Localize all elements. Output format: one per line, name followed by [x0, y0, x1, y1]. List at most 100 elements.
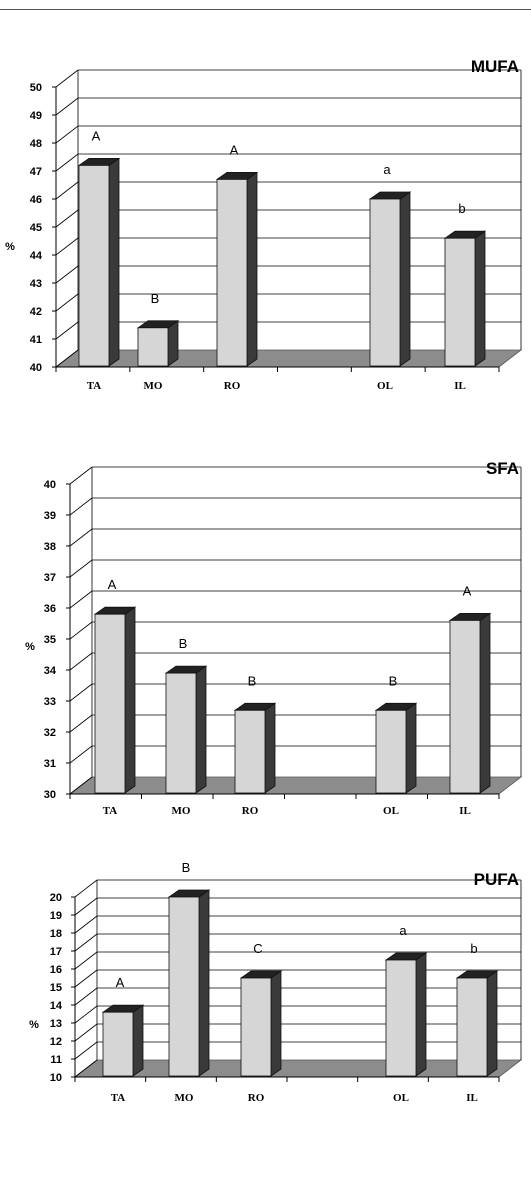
x-tick-label: TA: [111, 1092, 126, 1104]
gridline-side: [55, 153, 79, 172]
y-tick-label: 48: [30, 138, 42, 150]
bar-significance-label: A: [108, 577, 117, 592]
gridline-side: [69, 466, 93, 485]
bar-significance-label: A: [230, 142, 239, 157]
gridline-side: [74, 987, 98, 1006]
bar-side: [270, 970, 282, 1077]
y-tick-label: 20: [50, 892, 62, 904]
chart-title: MUFA: [471, 57, 519, 76]
bar: [449, 620, 481, 794]
bar-side: [399, 191, 411, 367]
y-tick-label: 17: [50, 946, 62, 958]
plot-area: 30 31 32 33 34 35 36 37 38 39 40 A B B B A TA MO RO OL IL: [44, 466, 523, 817]
y-tick-label: 47: [30, 166, 42, 178]
y-tick-label: 43: [30, 278, 42, 290]
y-tick-label: 41: [30, 334, 42, 346]
bar-significance-label: B: [179, 636, 188, 651]
y-tick-label: 40: [44, 479, 56, 491]
bar-side: [405, 702, 417, 794]
x-tick-label: TA: [103, 805, 118, 817]
gridline-side: [74, 897, 98, 916]
gridline-side: [74, 1005, 98, 1024]
bar-significance-label: a: [383, 162, 391, 177]
x-tick-label: RO: [242, 805, 259, 817]
y-tick-label: 37: [44, 572, 56, 584]
bar-side: [124, 606, 136, 794]
bar: [456, 977, 488, 1077]
y-tick-label: 44: [30, 250, 43, 262]
bar-significance-label: A: [463, 583, 472, 598]
gridline-side: [55, 293, 79, 312]
gridline-side: [55, 321, 79, 340]
y-tick-label: 46: [30, 194, 42, 206]
y-tick-label: 39: [44, 510, 56, 522]
bar-significance-label: a: [399, 923, 407, 938]
x-tick-label: MO: [172, 805, 191, 817]
gridline-side: [69, 497, 93, 516]
y-tick-label: 32: [44, 727, 56, 739]
gridline-side: [55, 349, 79, 368]
bar-side: [167, 320, 179, 367]
bar-side: [415, 952, 427, 1077]
gridline-side: [74, 933, 98, 952]
x-tick-label: RO: [248, 1092, 265, 1104]
plot-area: 10 11 12 13 14 15 16 17 18 19 20 A B Ca b TA MO RO OL IL: [50, 860, 523, 1104]
y-tick-label: 30: [44, 789, 56, 801]
bar-side: [195, 665, 207, 794]
y-tick-label: 45: [30, 222, 42, 234]
pufa-chart: PUFA % 10 11 12 13 14 15 16 17 18 19 20 A B Ca b TA MO RO…: [29, 860, 523, 1104]
y-tick-label: 10: [50, 1072, 62, 1084]
y-axis-label: %: [25, 641, 35, 653]
bar-side: [246, 171, 258, 367]
y-tick-label: 38: [44, 541, 56, 553]
gridline-side: [69, 528, 93, 547]
gridline-side: [69, 683, 93, 702]
y-tick-label: 36: [44, 603, 56, 615]
gridline-side: [74, 1023, 98, 1042]
bar: [369, 198, 401, 367]
bar-side: [479, 612, 491, 794]
x-tick-label: MO: [175, 1092, 194, 1104]
gridline-side: [55, 209, 79, 228]
gridline-side: [55, 265, 79, 284]
gridline-side: [69, 776, 93, 795]
bar: [385, 959, 417, 1077]
x-tick-label: OL: [393, 1092, 409, 1104]
gridline-side: [69, 590, 93, 609]
y-tick-label: 33: [44, 696, 56, 708]
bar-side: [486, 970, 498, 1077]
bar-significance-label: C: [253, 941, 262, 956]
bar-side: [108, 157, 120, 367]
bar: [375, 709, 407, 794]
y-axis-label: %: [29, 1019, 39, 1031]
gridline-side: [74, 915, 98, 934]
y-tick-label: 11: [50, 1054, 62, 1066]
chart-title: SFA: [486, 459, 519, 478]
gridline-side: [55, 181, 79, 200]
bar-significance-label: B: [389, 673, 398, 688]
bar: [234, 709, 266, 794]
bar-side: [264, 702, 276, 794]
y-tick-label: 18: [50, 928, 62, 940]
y-tick-label: 35: [44, 634, 56, 646]
gridline-side: [69, 714, 93, 733]
mufa-chart: MUFA % 40 41 42 43 44 45 46 47 48 49 50 A B Aa b TA MO RO…: [5, 57, 523, 392]
chart-title: PUFA: [474, 870, 519, 889]
y-tick-label: 19: [50, 910, 62, 922]
gridline-side: [69, 559, 93, 578]
y-tick-label: 34: [44, 665, 57, 677]
gridline-side: [55, 237, 79, 256]
y-tick-label: 14: [50, 1000, 63, 1012]
bar-significance-label: A: [116, 975, 125, 990]
bar-side: [198, 889, 210, 1077]
bar-significance-label: b: [458, 201, 465, 216]
plot-area: 40 41 42 43 44 45 46 47 48 49 50 A B Aa b TA MO RO OL IL: [30, 69, 523, 392]
bar-significance-label: B: [248, 673, 257, 688]
bar-significance-label: B: [182, 860, 191, 875]
bar: [240, 977, 272, 1077]
x-tick-label: OL: [383, 805, 399, 817]
bar-significance-label: B: [151, 291, 160, 306]
gridline-side: [74, 1041, 98, 1060]
x-tick-label: MO: [144, 380, 163, 392]
